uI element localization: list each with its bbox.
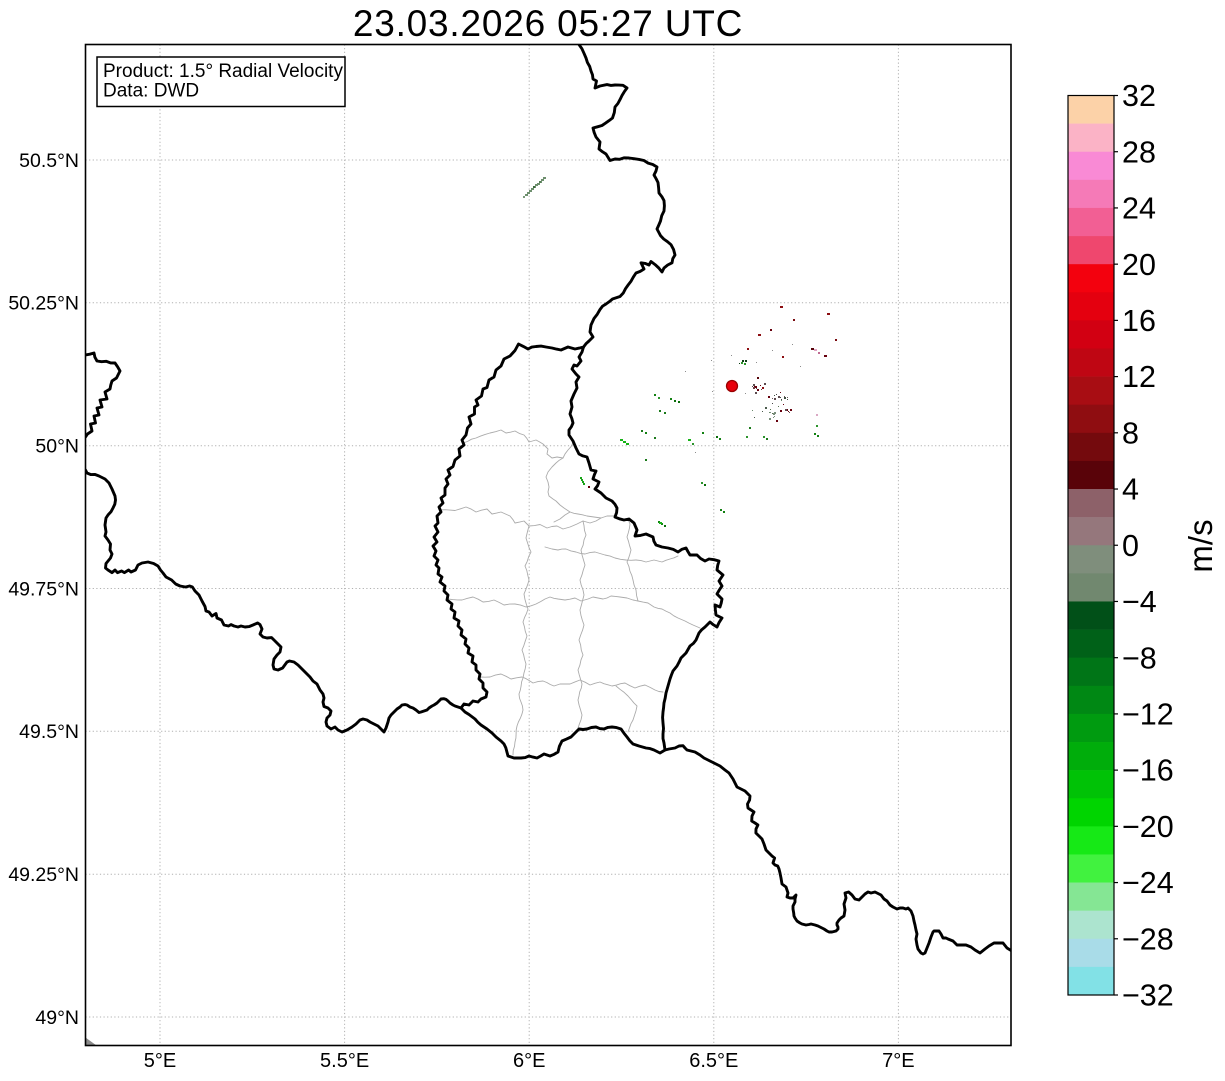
- svg-text:0: 0: [1122, 529, 1139, 563]
- svg-text:32: 32: [1122, 79, 1156, 113]
- svg-text:Product: 1.5° Radial Velocity: Product: 1.5° Radial Velocity: [103, 61, 343, 82]
- svg-text:49.5°N: 49.5°N: [19, 721, 79, 743]
- svg-text:6°E: 6°E: [513, 1050, 545, 1072]
- svg-text:50.5°N: 50.5°N: [19, 150, 79, 172]
- svg-text:50.25°N: 50.25°N: [8, 293, 79, 315]
- svg-text:5.5°E: 5.5°E: [320, 1050, 369, 1072]
- svg-text:−20: −20: [1122, 810, 1174, 844]
- svg-text:Data: DWD: Data: DWD: [103, 81, 199, 102]
- svg-text:20: 20: [1122, 248, 1156, 282]
- svg-text:−32: −32: [1122, 979, 1174, 1013]
- svg-text:23.03.2026 05:27 UTC: 23.03.2026 05:27 UTC: [353, 3, 743, 44]
- svg-text:12: 12: [1122, 360, 1156, 394]
- svg-text:8: 8: [1122, 416, 1139, 450]
- svg-text:49.75°N: 49.75°N: [8, 578, 79, 600]
- svg-text:6.5°E: 6.5°E: [689, 1050, 738, 1072]
- svg-text:5°E: 5°E: [144, 1050, 176, 1072]
- svg-text:7°E: 7°E: [882, 1050, 914, 1072]
- svg-text:28: 28: [1122, 135, 1156, 169]
- svg-text:49°N: 49°N: [35, 1007, 79, 1029]
- svg-text:m/s: m/s: [1182, 519, 1219, 572]
- svg-text:−28: −28: [1122, 922, 1174, 956]
- svg-text:−12: −12: [1122, 698, 1174, 732]
- svg-text:−8: −8: [1122, 641, 1157, 675]
- svg-text:24: 24: [1122, 192, 1156, 226]
- svg-text:−4: −4: [1122, 585, 1157, 619]
- svg-text:4: 4: [1122, 473, 1139, 507]
- svg-text:50°N: 50°N: [35, 436, 79, 458]
- svg-text:49.25°N: 49.25°N: [8, 864, 79, 886]
- svg-text:−24: −24: [1122, 866, 1174, 900]
- svg-text:16: 16: [1122, 304, 1156, 338]
- svg-text:−16: −16: [1122, 754, 1174, 788]
